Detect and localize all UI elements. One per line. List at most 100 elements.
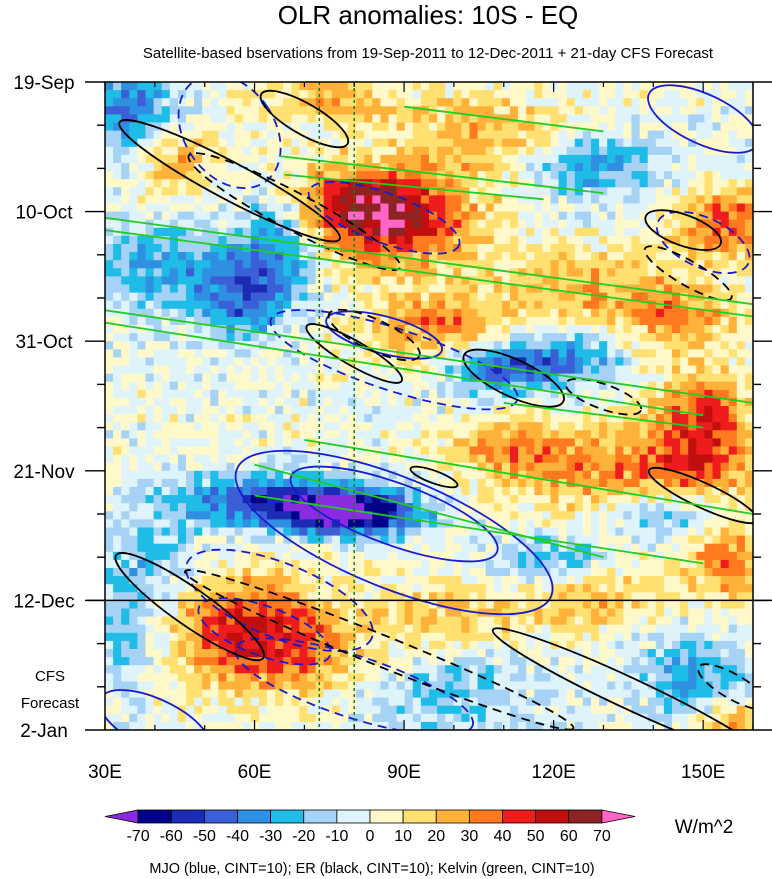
- heatmap-cell: [161, 138, 171, 148]
- heatmap-cell: [169, 584, 179, 593]
- heatmap-cell: [161, 349, 171, 358]
- heatmap-cell: [720, 122, 730, 132]
- heatmap-cell: [331, 527, 341, 537]
- heatmap-cell: [453, 333, 462, 342]
- heatmap-cell: [518, 389, 527, 399]
- heatmap-cell: [688, 487, 697, 496]
- heatmap-cell: [493, 365, 503, 375]
- heatmap-cell: [105, 292, 114, 302]
- heatmap-cell: [137, 373, 147, 383]
- heatmap-cell: [250, 187, 260, 196]
- heatmap-cell: [672, 219, 681, 229]
- heatmap-cell: [582, 98, 592, 107]
- heatmap-cell: [477, 373, 487, 383]
- heatmap-cell: [688, 284, 697, 294]
- heatmap-cell: [194, 252, 203, 261]
- heatmap-cell: [105, 576, 114, 585]
- heatmap-cell: [501, 130, 511, 140]
- heatmap-cell: [202, 462, 211, 472]
- heatmap-cell: [728, 106, 738, 115]
- heatmap-cell: [145, 284, 155, 294]
- heatmap-cell: [639, 308, 649, 318]
- heatmap-cell: [518, 373, 527, 383]
- heatmap-cell: [680, 227, 689, 237]
- heatmap-cell: [744, 219, 753, 229]
- heatmap-cell: [429, 503, 438, 512]
- heatmap-cell: [639, 470, 649, 480]
- heatmap-cell: [631, 365, 641, 375]
- heatmap-cell: [218, 98, 228, 107]
- heatmap-cell: [566, 260, 576, 269]
- heatmap-cell: [380, 171, 390, 180]
- heatmap-cell: [469, 244, 479, 253]
- heatmap-cell: [566, 576, 576, 585]
- heatmap-cell: [599, 511, 608, 520]
- heatmap-cell: [105, 543, 114, 553]
- heatmap-cell: [348, 454, 357, 464]
- heatmap-cell: [477, 98, 487, 107]
- heatmap-cell: [615, 406, 624, 415]
- heatmap-cell: [177, 584, 187, 593]
- heatmap-cell: [218, 219, 228, 229]
- heatmap-cell: [736, 260, 746, 269]
- heatmap-cell: [299, 454, 309, 464]
- heatmap-cell: [526, 381, 535, 391]
- heatmap-cell: [364, 82, 373, 91]
- heatmap-cell: [137, 446, 147, 456]
- heatmap-cell: [736, 146, 746, 156]
- heatmap-cell: [161, 227, 171, 237]
- heatmap-cell: [558, 284, 568, 294]
- heatmap-cell: [267, 82, 276, 91]
- heatmap-cell: [696, 511, 705, 520]
- heatmap-cell: [615, 478, 624, 488]
- heatmap-cell: [283, 397, 292, 407]
- heatmap-cell: [477, 114, 487, 124]
- heatmap-cell: [607, 333, 616, 342]
- heatmap-cell: [582, 308, 592, 318]
- heatmap-cell: [591, 292, 600, 302]
- heatmap-cell: [704, 422, 714, 431]
- heatmap-cell: [744, 381, 753, 391]
- heatmap-cell: [412, 349, 422, 358]
- heatmap-cell: [712, 543, 722, 553]
- heatmap-cell: [720, 333, 730, 342]
- heatmap-cell: [137, 292, 147, 302]
- heatmap-cell: [307, 292, 317, 302]
- heatmap-cell: [169, 203, 179, 213]
- heatmap-cell: [550, 268, 560, 277]
- heatmap-cell: [631, 244, 641, 253]
- heatmap-cell: [202, 535, 211, 545]
- heatmap-cell: [469, 163, 479, 172]
- heatmap-cell: [210, 82, 219, 91]
- heatmap-cell: [493, 397, 503, 407]
- heatmap-cell: [663, 559, 673, 569]
- heatmap-cell: [744, 106, 753, 115]
- heatmap-cell: [202, 357, 211, 367]
- heatmap-cell: [663, 203, 673, 213]
- heatmap-cell: [429, 576, 438, 585]
- heatmap-cell: [202, 154, 211, 164]
- heatmap-cell: [501, 325, 511, 334]
- heatmap-cell: [607, 300, 616, 310]
- heatmap-cell: [615, 203, 624, 213]
- heatmap-cell: [153, 478, 163, 488]
- heatmap-cell: [501, 284, 511, 294]
- heatmap-cell: [234, 122, 244, 132]
- heatmap-cell: [202, 235, 211, 245]
- heatmap-cell: [388, 527, 398, 537]
- heatmap-cell: [258, 171, 268, 180]
- heatmap-cell: [453, 389, 462, 399]
- heatmap-cell: [250, 244, 260, 253]
- heatmap-cell: [250, 487, 260, 496]
- heatmap-cell: [404, 268, 414, 277]
- heatmap-cell: [477, 292, 487, 302]
- heatmap-cell: [582, 114, 592, 124]
- heatmap-cell: [412, 268, 422, 277]
- heatmap-cell: [364, 227, 373, 237]
- heatmap-cell: [364, 219, 373, 229]
- heatmap-cell: [186, 341, 195, 350]
- heatmap-cell: [242, 252, 252, 261]
- heatmap-cell: [339, 349, 349, 358]
- heatmap-cell: [129, 82, 138, 91]
- heatmap-cell: [348, 98, 357, 107]
